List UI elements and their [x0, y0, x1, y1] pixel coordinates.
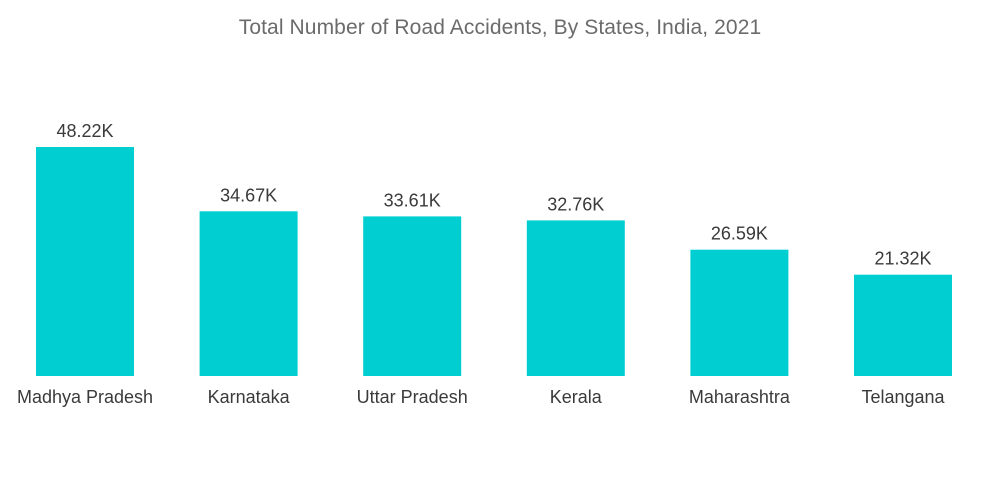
bar-maharashtra [690, 249, 789, 376]
value-label: 33.61K [384, 190, 441, 210]
category-label: Karnataka [208, 387, 291, 407]
category-label: Kerala [550, 387, 603, 407]
category-label: Uttar Pradesh [357, 387, 468, 407]
value-label: 32.76K [547, 194, 604, 214]
bar-uttar-pradesh [363, 216, 462, 376]
bar-kerala [526, 220, 625, 376]
category-label: Madhya Pradesh [17, 387, 153, 407]
bar-karnataka [199, 211, 298, 376]
category-label: Maharashtra [689, 387, 791, 407]
value-label: 48.22K [56, 121, 113, 141]
value-label: 34.67K [220, 185, 277, 205]
value-label: 21.32K [874, 249, 931, 269]
bar-telangana [854, 274, 952, 376]
chart-title: Total Number of Road Accidents, By State… [238, 16, 762, 39]
bar-madhya-pradesh [36, 147, 134, 376]
category-label: Telangana [861, 387, 945, 407]
value-label: 26.59K [711, 224, 768, 244]
